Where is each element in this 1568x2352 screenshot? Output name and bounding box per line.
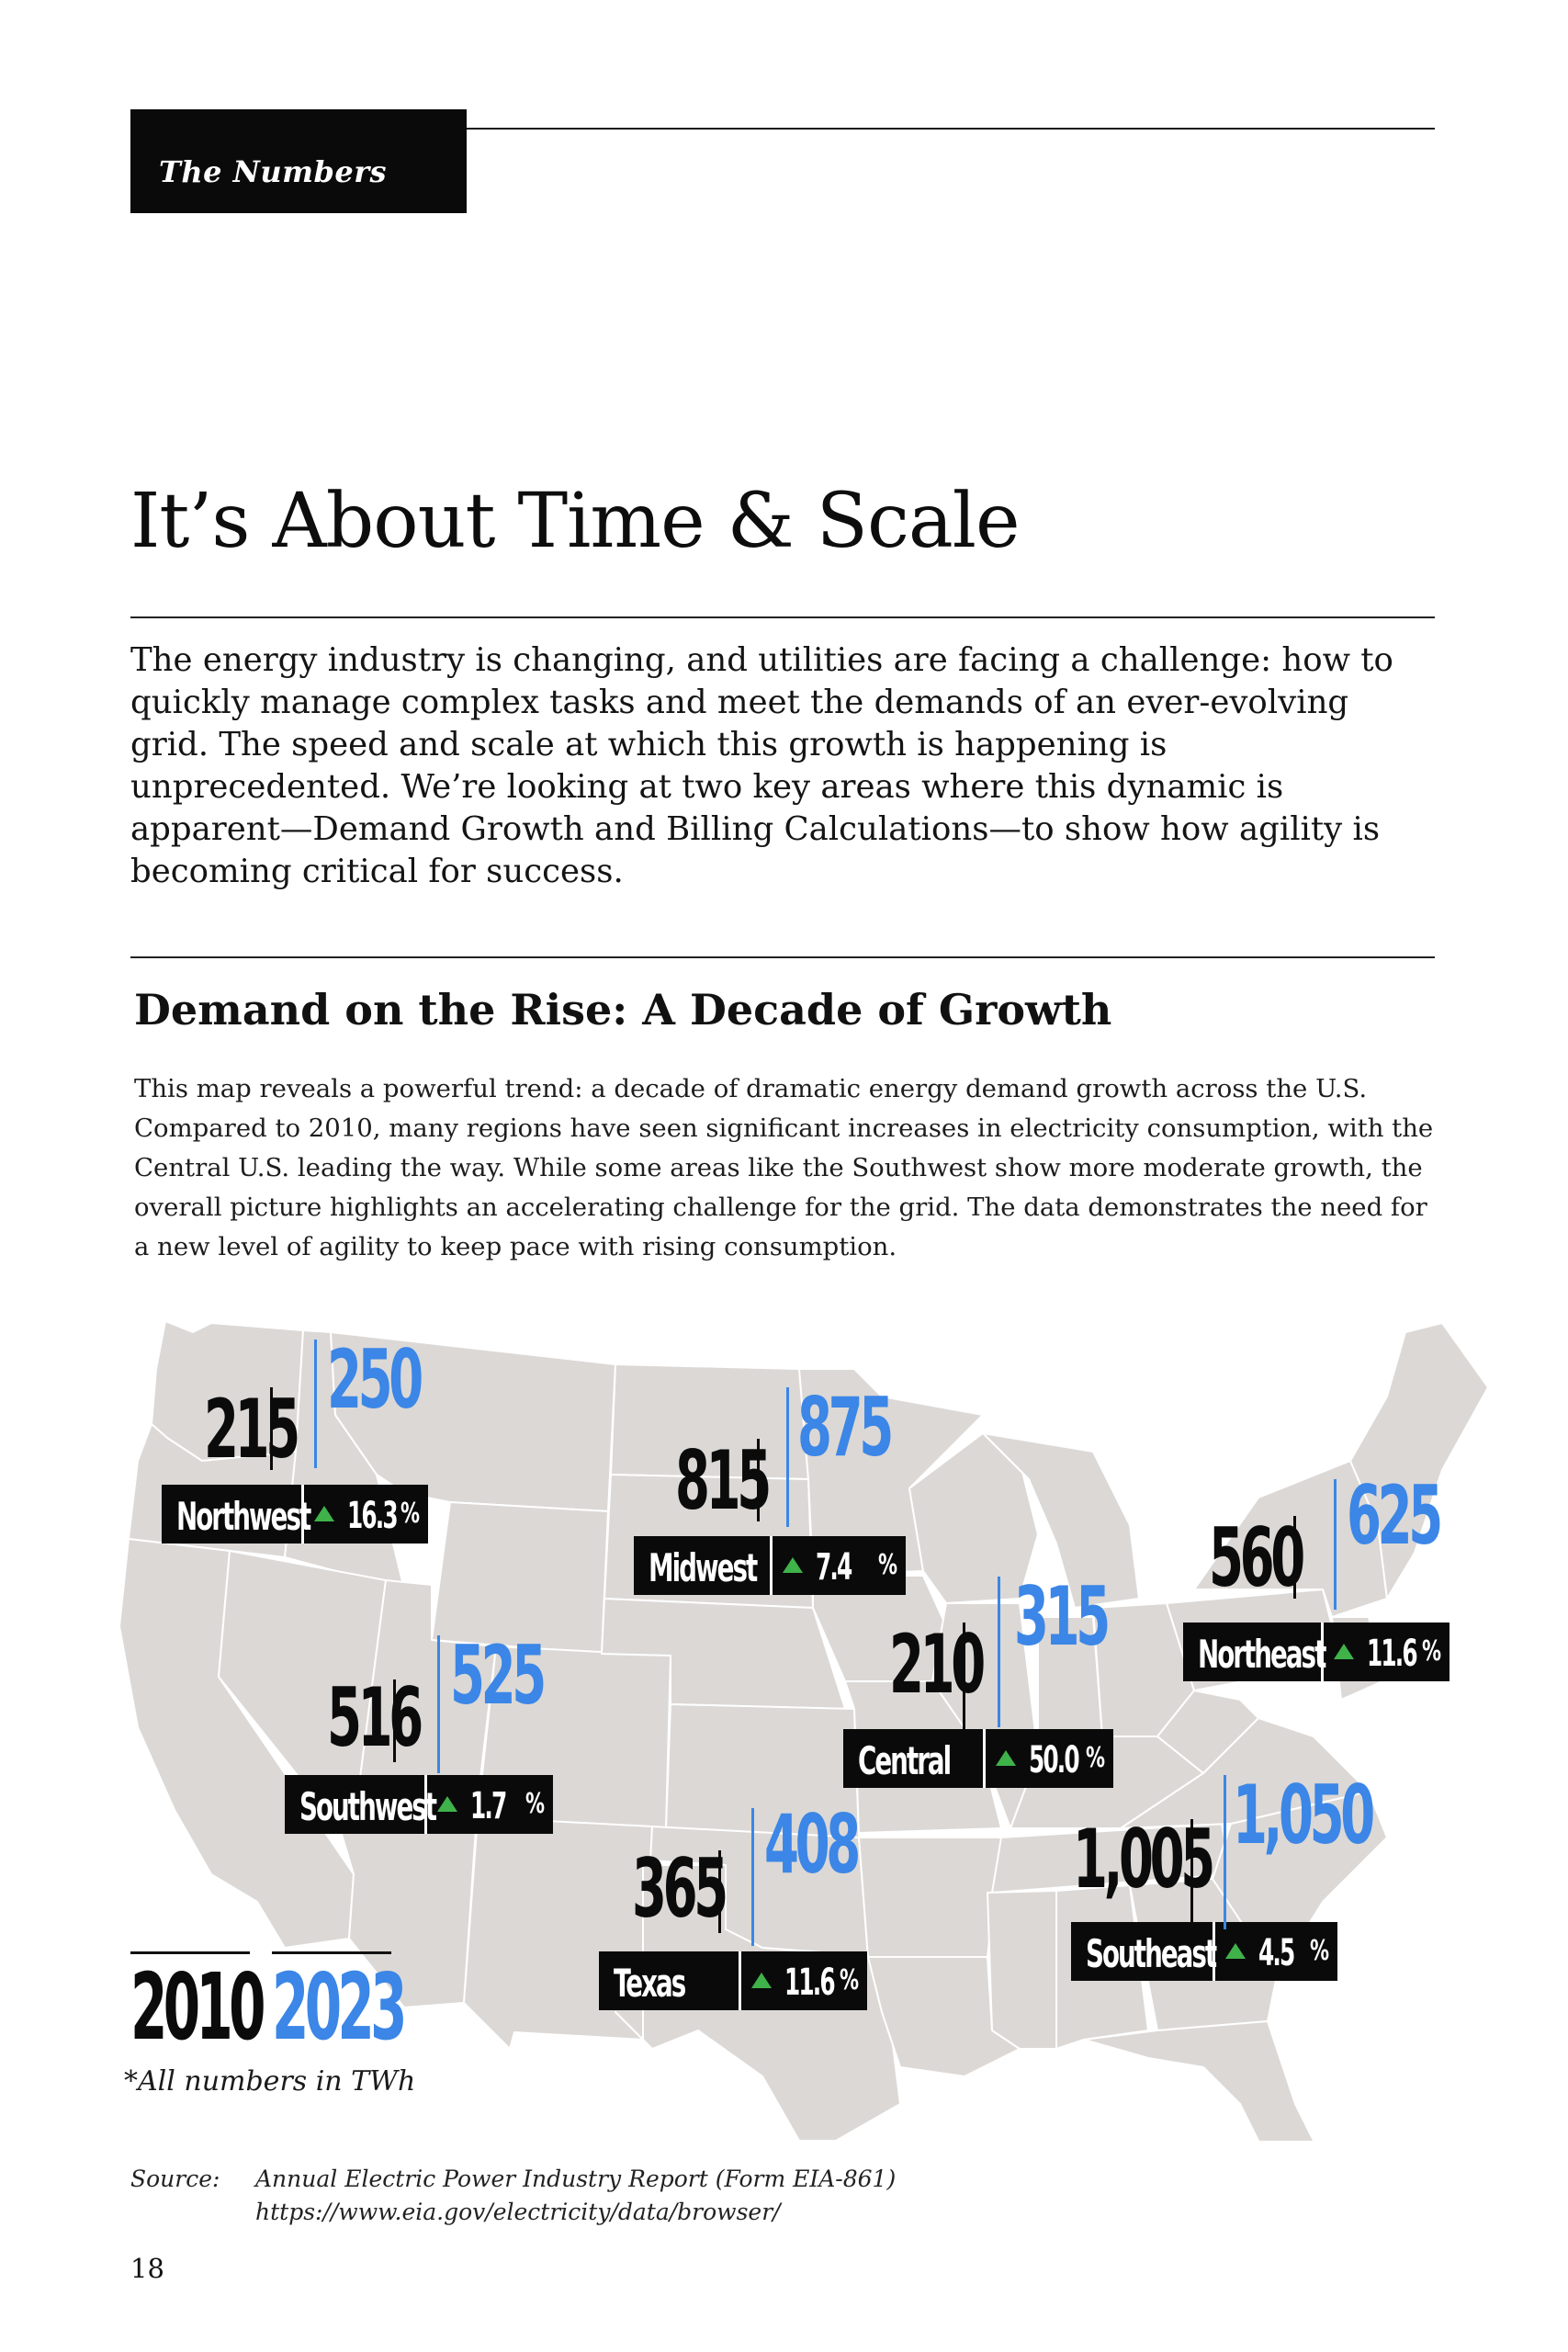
region-northeast-2010-line — [1293, 1516, 1296, 1599]
region-central-label: Central 50.0% — [843, 1729, 1113, 1788]
us-map — [118, 1320, 1488, 2141]
region-central-2010-value: 210 — [889, 1617, 986, 1712]
up-triangle-icon — [437, 1796, 457, 1812]
region-northwest-growth-unit: % — [400, 1498, 421, 1530]
region-northeast-growth-unit: % — [1422, 1635, 1442, 1668]
region-northeast-name: Northeast — [1198, 1632, 1326, 1677]
region-southwest-separator — [424, 1775, 427, 1834]
region-northeast-2023-line — [1334, 1479, 1337, 1610]
legend-line-2010 — [130, 1951, 250, 1954]
state-florida — [1083, 2020, 1315, 2141]
region-southeast-2010-line — [1190, 1819, 1193, 1931]
region-southwest-2023-line — [437, 1635, 440, 1773]
region-northwest-separator — [301, 1485, 304, 1544]
region-southeast-name: Southeast — [1086, 1931, 1217, 1976]
state-newengland — [1349, 1322, 1488, 1600]
up-triangle-icon — [1334, 1644, 1354, 1659]
region-southeast-label: Southeast 4.5% — [1071, 1922, 1337, 1981]
region-southwest-2023-value: 525 — [450, 1628, 547, 1723]
region-northeast-2023-value: 625 — [1347, 1468, 1443, 1563]
region-midwest-2023-line — [786, 1387, 789, 1527]
region-texas-2023-value: 408 — [764, 1797, 861, 1892]
title-rule — [130, 616, 1435, 618]
region-southwest-2010-value: 516 — [327, 1670, 423, 1765]
region-central-growth-unit: % — [1086, 1742, 1106, 1774]
region-southeast-growth-unit: % — [1310, 1935, 1330, 1967]
region-midwest-separator — [770, 1536, 773, 1595]
region-midwest-2010-value: 815 — [675, 1433, 772, 1528]
legend-year-2010: 2010 — [130, 1953, 266, 2061]
state-arkansas — [858, 1837, 1002, 1958]
legend-year-2023: 2023 — [272, 1953, 408, 2061]
region-central-name: Central — [858, 1738, 952, 1783]
region-northwest-label: Northwest 16.3% — [162, 1485, 428, 1544]
region-southwest-name: Southwest — [299, 1784, 437, 1829]
source-url[interactable]: https://www.eia.gov/electricity/data/bro… — [255, 2199, 781, 2225]
region-central-2010-line — [963, 1623, 965, 1729]
units-note: *All numbers in TWh — [124, 2065, 416, 2098]
region-northwest-2010-line — [270, 1387, 273, 1470]
state-westvirginia — [1156, 1690, 1259, 1774]
region-northeast-growth: 11.6 — [1367, 1633, 1418, 1675]
region-central-2023-value: 315 — [1014, 1569, 1111, 1664]
region-texas-2010-line — [718, 1850, 721, 1933]
legend-line-2023 — [272, 1951, 391, 1954]
region-midwest-2010-line — [757, 1439, 760, 1521]
region-southeast-2023-line — [1224, 1775, 1226, 1929]
section-tag: The Numbers — [130, 109, 467, 213]
region-texas-separator — [739, 1951, 741, 2010]
up-triangle-icon — [783, 1557, 803, 1573]
region-southeast-2023-value: 1,050 — [1233, 1768, 1375, 1862]
region-midwest-label: Midwest 7.4% — [634, 1536, 906, 1595]
region-northwest-2023-value: 250 — [327, 1332, 423, 1427]
region-southwest-growth-unit: % — [525, 1788, 546, 1820]
region-texas-2023-line — [751, 1808, 754, 1946]
page-title: It’s About Time & Scale — [130, 478, 1021, 565]
region-texas-name: Texas — [614, 1961, 686, 2006]
region-texas-growth: 11.6 — [784, 1962, 836, 2004]
region-northwest-name: Northwest — [176, 1494, 311, 1539]
section-title: Demand on the Rise: A Decade of Growth — [134, 985, 1112, 1035]
region-southwest-label: Southwest 1.7% — [285, 1775, 553, 1834]
region-southeast-separator — [1213, 1922, 1215, 1981]
region-midwest-name: Midwest — [649, 1545, 758, 1590]
region-southwest-2010-line — [393, 1679, 396, 1762]
region-midwest-growth: 7.4 — [816, 1546, 852, 1589]
state-newmexico — [463, 1816, 653, 2050]
region-texas-2010-value: 365 — [632, 1841, 728, 1936]
source-title: Annual Electric Power Industry Report (F… — [255, 2165, 897, 2192]
region-northwest-2023-line — [314, 1340, 317, 1468]
intro-paragraph: The energy industry is changing, and uti… — [130, 641, 1393, 890]
up-triangle-icon — [996, 1750, 1016, 1766]
section-description: This map reveals a powerful trend: a dec… — [134, 1074, 1434, 1261]
region-northeast-separator — [1321, 1623, 1324, 1681]
page-number: 18 — [130, 2253, 164, 2284]
region-northwest-2010-value: 215 — [204, 1382, 300, 1476]
state-michigan — [982, 1432, 1140, 1609]
region-southeast-growth: 4.5 — [1258, 1932, 1295, 1974]
up-triangle-icon — [751, 1973, 772, 1988]
region-midwest-growth-unit: % — [878, 1549, 898, 1581]
region-central-separator — [983, 1729, 986, 1788]
region-southwest-growth: 1.7 — [470, 1785, 507, 1827]
up-triangle-icon — [1225, 1943, 1246, 1959]
region-texas-label: Texas 11.6% — [599, 1951, 867, 2010]
source-label: Source: — [130, 2165, 220, 2192]
region-central-growth: 50.0 — [1029, 1739, 1080, 1781]
region-midwest-2023-value: 875 — [797, 1380, 894, 1475]
region-northwest-growth: 16.3 — [347, 1495, 399, 1537]
state-louisiana — [867, 1956, 1021, 2077]
up-triangle-icon — [314, 1506, 334, 1521]
region-northeast-2010-value: 560 — [1209, 1510, 1305, 1605]
region-central-2023-line — [998, 1577, 1000, 1727]
region-texas-growth-unit: % — [840, 1964, 860, 1996]
state-mississippi — [987, 1890, 1057, 2050]
header-rule — [467, 128, 1435, 130]
section-rule — [130, 956, 1435, 958]
region-northeast-label: Northeast 11.6% — [1183, 1623, 1450, 1681]
section-tag-label: The Numbers — [159, 154, 388, 189]
